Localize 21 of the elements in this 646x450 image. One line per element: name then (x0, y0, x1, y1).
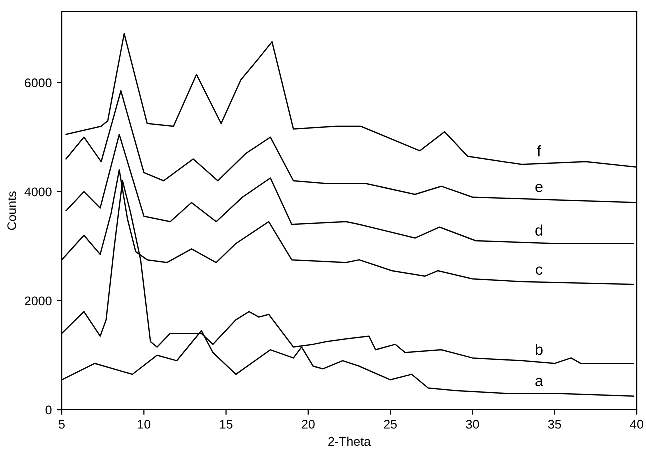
x-tick-label: 25 (384, 420, 397, 429)
y-tick-label: 4000 (24, 188, 52, 197)
y-tick-label: 6000 (25, 78, 52, 88)
x-tick-label: 5 (59, 420, 65, 429)
x-tick-label: 10 (138, 420, 151, 429)
x-tick-label: 15 (220, 420, 233, 429)
x-tick-label: 30 (466, 420, 480, 429)
x-tick-label: 40 (630, 420, 644, 429)
series-label: e (536, 184, 543, 192)
line-series (66, 134, 634, 244)
series-label: d (536, 224, 543, 236)
series-label: f (537, 146, 542, 157)
x-tick-label: 20 (302, 420, 315, 429)
x-tick-label: 35 (548, 420, 562, 429)
y-axis-title: Counts (8, 192, 16, 230)
series-label: c (536, 266, 543, 276)
y-tick-label: 2000 (25, 296, 52, 306)
series-label: a (536, 378, 544, 386)
series-label: b (536, 344, 543, 356)
y-tick-label: 0 (46, 406, 52, 415)
x-axis-title: 2-Theta (328, 436, 372, 446)
